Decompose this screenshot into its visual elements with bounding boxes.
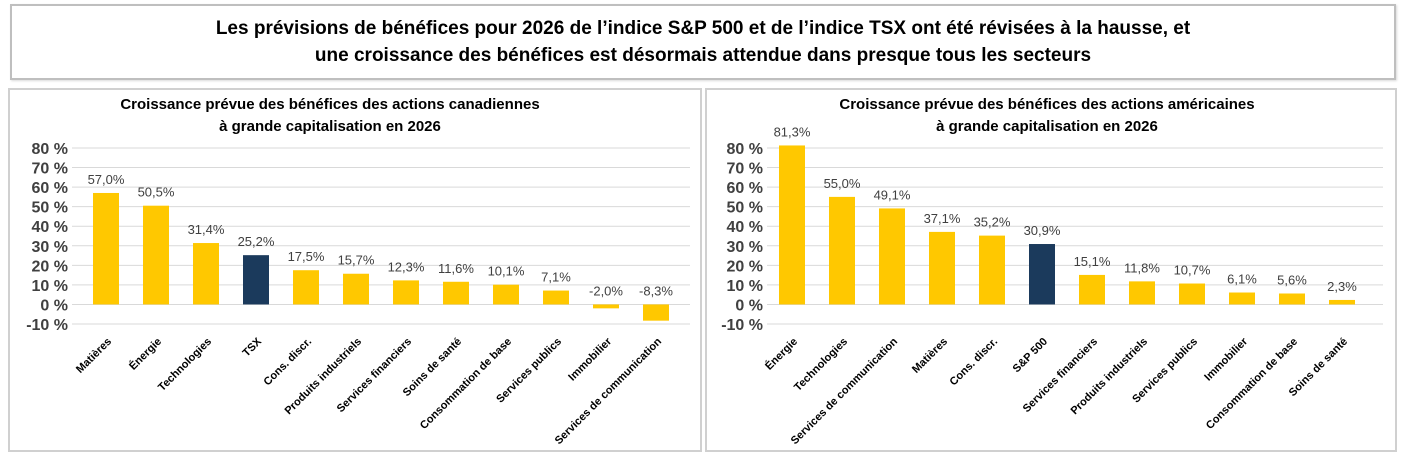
us-bar: [1329, 299, 1355, 305]
us-bar: [1029, 244, 1055, 305]
headline-box: Les prévisions de bénéfices pour 2026 de…: [10, 4, 1396, 80]
ca-category-label: Cons. discr.: [262, 336, 315, 389]
us-bar: [779, 145, 805, 305]
us-category-label: Consommation de base: [1204, 336, 1300, 432]
ca-value-label: 7,1%: [541, 270, 571, 285]
ca-bar: [343, 273, 369, 305]
us-value-label: 81,3%: [774, 124, 811, 139]
us-category-label: Immobilier: [1202, 335, 1250, 383]
ca-category-label: Matières: [74, 336, 114, 376]
ca-category-label: Immobilier: [566, 335, 614, 383]
ca-value-label: 25,2%: [238, 234, 275, 249]
us-value-label: 15,1%: [1074, 254, 1111, 269]
ca-y-tick-label: 70 %: [32, 161, 68, 178]
us-value-label: 37,1%: [924, 211, 961, 226]
us-bar: [1229, 292, 1255, 305]
ca-category-label: Services de communication: [553, 335, 665, 447]
us-category-label: Services de communication: [789, 335, 901, 447]
ca-bar: [93, 192, 119, 305]
ca-value-label: -8,3%: [639, 283, 673, 298]
ca-y-tick-label: 40 %: [32, 219, 68, 236]
us-value-label: 2,3%: [1327, 279, 1357, 294]
us-bar: [1079, 274, 1105, 305]
ca-bar: [593, 304, 619, 309]
us-y-tick-label: 50 %: [727, 200, 763, 217]
ca-y-tick-label: 60 %: [32, 180, 68, 197]
ca-value-label: 57,0%: [88, 172, 125, 187]
canadian-chart-title-line-1: Croissance prévue des bénéfices des acti…: [120, 96, 540, 113]
us-y-tick-label: -10 %: [721, 317, 763, 334]
us-bar: [1179, 283, 1205, 305]
ca-y-tick-label: -10 %: [26, 317, 68, 334]
us-value-label: 6,1%: [1227, 272, 1257, 287]
us-y-tick-label: 60 %: [727, 180, 763, 197]
us-category-label: Énergie: [762, 335, 800, 373]
canadian-chart-title: Croissance prévue des bénéfices des acti…: [70, 94, 590, 138]
us-bar: [829, 196, 855, 305]
ca-y-tick-label: 10 %: [32, 278, 68, 295]
us-value-label: 55,0%: [824, 176, 861, 191]
ca-bar: [193, 243, 219, 305]
us-y-tick-label: 20 %: [727, 258, 763, 275]
ca-value-label: 12,3%: [388, 259, 425, 274]
american-chart-title-line-1: Croissance prévue des bénéfices des acti…: [839, 96, 1255, 113]
ca-category-label: Énergie: [126, 335, 164, 373]
headline-line-1: Les prévisions de bénéfices pour 2026 de…: [215, 18, 1191, 39]
ca-category-label: Consommation de base: [418, 336, 514, 432]
ca-value-label: -2,0%: [589, 283, 623, 298]
us-y-tick-label: 10 %: [727, 278, 763, 295]
us-y-tick-label: 40 %: [727, 219, 763, 236]
ca-value-label: 50,5%: [138, 185, 175, 200]
us-value-label: 10,7%: [1174, 263, 1211, 278]
us-value-label: 11,8%: [1124, 260, 1160, 275]
ca-y-tick-label: 80 %: [32, 141, 68, 158]
ca-bar: [393, 280, 419, 305]
ca-value-label: 17,5%: [288, 249, 325, 264]
ca-bar: [293, 270, 319, 305]
ca-bar: [493, 284, 519, 305]
ca-value-label: 11,6%: [438, 261, 474, 276]
us-bar: [1129, 281, 1155, 305]
us-bar: [879, 208, 905, 305]
us-value-label: 30,9%: [1024, 223, 1061, 238]
american-chart-panel: Croissance prévue des bénéfices des acti…: [705, 88, 1397, 452]
american-chart-title: Croissance prévue des bénéfices des acti…: [787, 94, 1307, 138]
ca-bar: [543, 290, 569, 305]
ca-category-label: Technologies: [156, 336, 214, 394]
ca-y-tick-label: 20 %: [32, 258, 68, 275]
us-category-label: Matières: [910, 336, 950, 376]
ca-y-tick-label: 0 %: [40, 297, 68, 314]
ca-value-label: 10,1%: [488, 264, 525, 279]
headline-line-2: une croissance des bénéfices est désorma…: [314, 45, 1092, 66]
ca-bar: [443, 281, 469, 305]
ca-category-label: TSX: [240, 335, 264, 359]
ca-bar: [143, 205, 169, 305]
us-y-tick-label: 70 %: [727, 161, 763, 178]
american-chart-title-line-2: à grande capitalisation en 2026: [936, 118, 1158, 135]
us-bar: [979, 235, 1005, 305]
us-y-tick-label: 0 %: [735, 297, 763, 314]
us-value-label: 49,1%: [874, 187, 911, 202]
us-value-label: 5,6%: [1277, 272, 1307, 287]
ca-bar: [643, 304, 669, 321]
us-category-label: Cons. discr.: [948, 336, 1001, 389]
ca-y-tick-label: 30 %: [32, 239, 68, 256]
canadian-chart-title-line-2: à grande capitalisation en 2026: [219, 118, 441, 135]
ca-y-tick-label: 50 %: [32, 200, 68, 217]
canadian-chart-panel: Croissance prévue des bénéfices des acti…: [8, 88, 702, 452]
ca-bar: [243, 255, 269, 305]
us-y-tick-label: 30 %: [727, 239, 763, 256]
us-value-label: 35,2%: [974, 215, 1011, 230]
us-y-tick-label: 80 %: [727, 141, 763, 158]
ca-value-label: 15,7%: [338, 253, 375, 268]
canadian-bar-chart: -10 % 0 % 10 % 20 % 30 % 40 % 50 % 60 % 70 % 80 %…: [26, 141, 690, 447]
american-bar-chart: -10 % 0 % 10 % 20 % 30 % 40 % 50 % 60 % 70 % 80 %…: [721, 124, 1383, 447]
ca-value-label: 31,4%: [188, 222, 225, 237]
us-bar: [929, 231, 955, 305]
us-category-label: S&P 500: [1011, 336, 1050, 375]
us-bar: [1279, 293, 1305, 305]
